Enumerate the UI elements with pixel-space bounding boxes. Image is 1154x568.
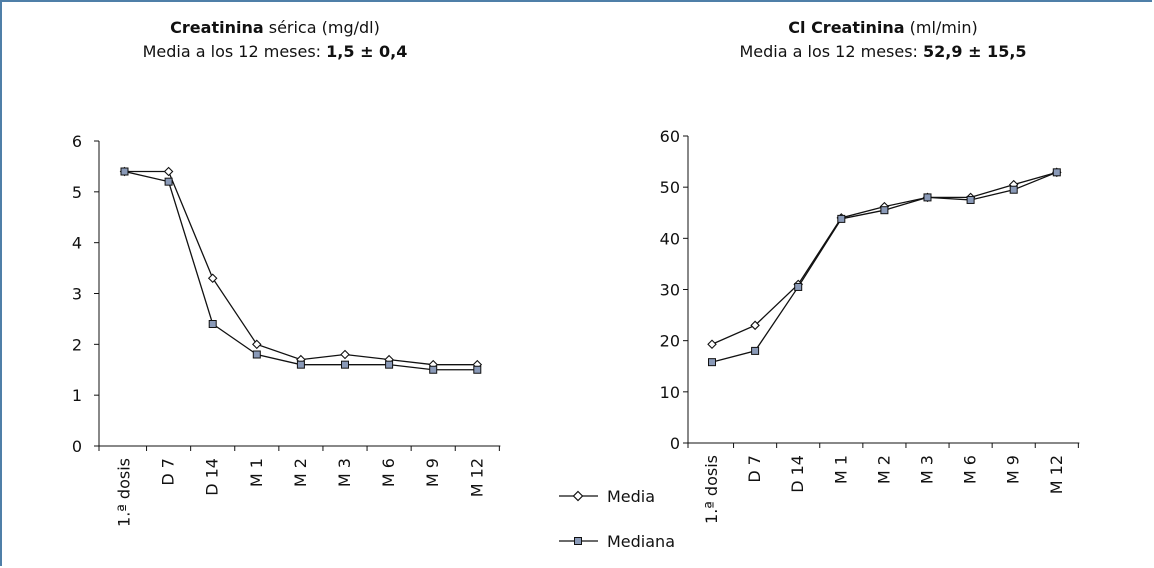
chart2-plot: 0 10 20 30 40 50 60 1.ª dosis D 7 D 14 M 1 M 2 M 3 M …	[660, 127, 1080, 524]
y-tick-label: 60	[660, 127, 680, 146]
mediana-point	[208, 320, 217, 328]
x-tick-label: M 2	[874, 455, 893, 484]
y-tick-label: 0	[72, 437, 82, 456]
x-tick-label: M 9	[423, 458, 442, 487]
y-tick-label: 4	[72, 234, 82, 253]
x-tick-label: D 14	[788, 455, 807, 493]
x-tick-label: M 9	[1004, 455, 1023, 484]
mediana-point	[296, 360, 305, 369]
y-tick-label: 1	[72, 386, 82, 405]
legend-media-marker	[572, 490, 584, 502]
x-tick-label: M 12	[1047, 455, 1066, 494]
x-tick-label: M 3	[918, 455, 937, 484]
legend-mediana-label: Mediana	[607, 532, 675, 551]
media-point	[750, 320, 760, 331]
legend-item-media: Media	[559, 487, 655, 506]
x-tick-label: M 2	[291, 458, 310, 487]
y-tick-label: 50	[660, 178, 680, 197]
media-point	[163, 166, 174, 177]
y-tick-label: 0	[670, 434, 680, 453]
x-tick-label: D 7	[159, 458, 178, 486]
y-tick-label: 2	[72, 335, 82, 354]
mediana-point	[708, 358, 716, 367]
y-tick-label: 20	[660, 332, 680, 351]
y-tick-label: 6	[72, 132, 82, 151]
mediana-point	[385, 360, 394, 369]
mediana-point	[966, 195, 975, 204]
mediana-point	[751, 346, 760, 355]
mediana-point	[880, 206, 889, 215]
x-tick-label: M 1	[247, 458, 266, 487]
y-tick-label: 40	[660, 229, 680, 248]
y-tick-label: 3	[72, 285, 82, 304]
chart1-plot: 0 1 2 3 4 5 6 1.ª dosis D 7 D 14 M 1 M 2 M 3 M 6 M 9 M …	[72, 132, 501, 527]
series-line-media	[711, 171, 1057, 345]
mediana-point	[341, 360, 349, 369]
chart2-subtitle: Media a los 12 meses: 52,9 ± 15,5	[739, 42, 1026, 61]
y-tick-label: 5	[72, 183, 82, 202]
chart2-title: Cl Creatinina (ml/min)	[788, 18, 977, 37]
mediana-point	[120, 167, 129, 176]
legend-media-label: Media	[607, 487, 655, 506]
mediana-point	[164, 177, 173, 186]
x-tick-label: M 12	[467, 458, 486, 497]
x-tick-label: D 7	[745, 455, 764, 483]
media-point	[207, 273, 218, 284]
legend-mediana-marker	[574, 537, 582, 545]
media-point	[340, 349, 350, 360]
series-line-media	[124, 170, 478, 366]
legend: Media Mediana	[559, 487, 675, 551]
x-tick-label: 1.ª dosis	[115, 458, 134, 527]
mediana-point	[1052, 168, 1061, 177]
x-tick-label: D 14	[203, 458, 222, 496]
mediana-point	[837, 214, 846, 223]
media-point	[252, 339, 262, 350]
y-tick-label: 30	[660, 281, 680, 300]
x-tick-label: M 6	[379, 458, 398, 487]
mediana-point	[1009, 185, 1018, 194]
mediana-point	[473, 365, 482, 374]
series-line-mediana	[124, 170, 478, 371]
mediana-point	[923, 193, 932, 202]
mediana-point	[429, 365, 438, 374]
y-tick-label: 10	[660, 383, 680, 402]
x-tick-label: M 3	[335, 458, 354, 487]
x-tick-label: M 6	[961, 455, 980, 484]
chart1-title: Creatinina sérica (mg/dl)	[170, 18, 380, 37]
legend-item-mediana: Mediana	[559, 532, 675, 551]
mediana-point	[252, 350, 261, 359]
x-tick-label: M 1	[831, 455, 850, 484]
mediana-point	[794, 282, 803, 291]
x-tick-label: 1.ª dosis	[702, 455, 721, 524]
media-point	[707, 339, 717, 350]
chart1-subtitle: Media a los 12 meses: 1,5 ± 0,4	[143, 42, 408, 61]
series-line-mediana	[711, 171, 1058, 363]
